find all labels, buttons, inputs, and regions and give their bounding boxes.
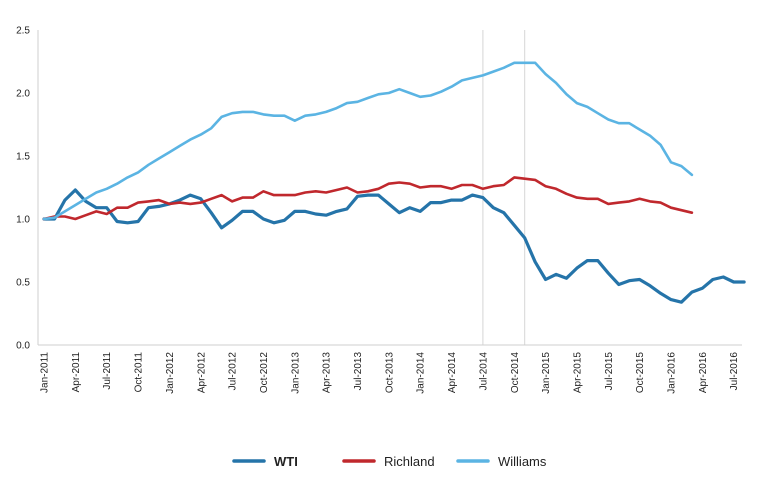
x-tick-label: Apr-2016 — [698, 352, 709, 394]
x-tick-label: Oct-2013 — [384, 352, 395, 394]
series-line-richland — [42, 176, 694, 221]
legend-label-wti: WTI — [274, 454, 298, 469]
y-tick-label: 2.0 — [16, 89, 30, 100]
x-tick-label: Oct-2014 — [510, 352, 521, 394]
x-tick-label: Jan-2011 — [40, 352, 51, 393]
series-lines — [42, 61, 746, 304]
x-tick-label: Jul-2015 — [604, 352, 615, 391]
x-tick-label: Jul-2013 — [353, 352, 364, 391]
x-tick-label: Jan-2013 — [290, 352, 301, 394]
x-tick-label: Apr-2013 — [322, 352, 333, 394]
y-tick-label: 2.5 — [16, 26, 30, 37]
y-tick-label: 1.5 — [16, 152, 30, 163]
x-tick-label: Oct-2015 — [635, 352, 646, 394]
x-tick-label: Jan-2015 — [541, 352, 552, 394]
x-tick-label: Oct-2012 — [259, 352, 270, 394]
series-line-williams — [42, 61, 694, 221]
x-tick-label: Apr-2015 — [572, 352, 583, 394]
series-line-wti — [42, 188, 746, 304]
axes — [37, 30, 742, 346]
x-tick-label: Oct-2011 — [134, 352, 145, 393]
y-axis-ticks: 0.0 0.5 1.0 1.5 2.0 2.5 — [16, 26, 30, 352]
x-tick-label: Apr-2014 — [447, 352, 458, 394]
legend-label-williams: Williams — [498, 454, 547, 469]
y-tick-label: 1.0 — [16, 215, 30, 226]
x-tick-label: Apr-2012 — [196, 352, 207, 394]
y-tick-label: 0.0 — [16, 341, 30, 352]
x-tick-label: Jan-2016 — [667, 352, 678, 394]
x-tick-label: Jan-2014 — [416, 352, 427, 394]
x-tick-label: Jul-2011 — [102, 352, 113, 390]
legend-label-richland: Richland — [384, 454, 435, 469]
x-tick-label: Apr-2011 — [71, 352, 82, 393]
x-tick-label: Jul-2012 — [228, 352, 239, 391]
x-tick-label: Jul-2016 — [729, 352, 740, 391]
legend: WTI Richland Williams — [232, 454, 547, 469]
y-tick-label: 0.5 — [16, 278, 30, 289]
x-axis-ticks: Jan-2011 Apr-2011 Jul-2011 Oct-2011 Jan-2012… — [40, 352, 741, 394]
x-tick-label: Jan-2012 — [165, 352, 176, 394]
x-tick-label: Jul-2014 — [478, 352, 489, 391]
